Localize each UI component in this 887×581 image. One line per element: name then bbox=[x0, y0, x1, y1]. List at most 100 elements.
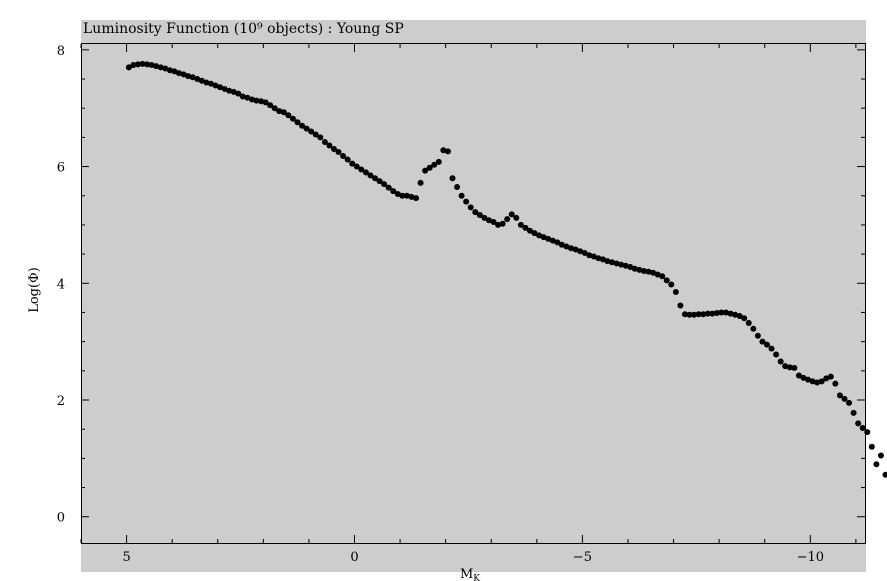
data-point bbox=[194, 76, 201, 83]
y-axis-label: Log(Φ) bbox=[27, 267, 42, 313]
data-point bbox=[773, 351, 780, 358]
data-point bbox=[157, 64, 164, 71]
data-point bbox=[704, 310, 711, 317]
data-point bbox=[258, 98, 265, 105]
data-point bbox=[618, 261, 625, 268]
data-point bbox=[417, 179, 424, 186]
data-point bbox=[768, 345, 775, 352]
data-point bbox=[814, 379, 821, 386]
data-point bbox=[718, 309, 725, 316]
data-point bbox=[162, 65, 169, 72]
data-point bbox=[176, 70, 182, 77]
data-point bbox=[449, 175, 456, 182]
data-point bbox=[882, 471, 887, 478]
data-point bbox=[782, 363, 789, 370]
data-point bbox=[262, 99, 269, 106]
data-point bbox=[745, 319, 752, 326]
data-point bbox=[299, 122, 306, 129]
data-point bbox=[244, 94, 251, 101]
data-point bbox=[289, 115, 296, 122]
y-tick-label: 0 bbox=[57, 511, 65, 526]
data-point bbox=[472, 209, 479, 216]
data-point bbox=[750, 325, 757, 332]
data-point bbox=[408, 193, 415, 200]
data-point bbox=[526, 227, 533, 234]
data-point bbox=[280, 109, 287, 116]
data-point bbox=[349, 160, 356, 167]
data-point bbox=[367, 172, 374, 179]
data-point bbox=[568, 245, 574, 252]
data-point bbox=[545, 235, 552, 242]
data-point bbox=[827, 373, 834, 380]
data-point bbox=[444, 148, 451, 155]
data-point bbox=[805, 376, 812, 383]
data-point bbox=[627, 263, 634, 270]
data-point bbox=[522, 224, 529, 231]
data-point bbox=[654, 271, 661, 278]
data-point bbox=[563, 243, 570, 250]
data-point bbox=[125, 64, 132, 71]
data-point bbox=[340, 153, 347, 160]
data-point bbox=[372, 175, 378, 182]
data-point bbox=[399, 192, 406, 199]
data-point bbox=[390, 188, 397, 195]
data-point bbox=[732, 311, 739, 318]
data-point bbox=[841, 395, 848, 402]
data-point bbox=[581, 249, 588, 256]
data-point bbox=[595, 255, 602, 262]
data-point bbox=[759, 338, 766, 345]
data-point bbox=[549, 237, 556, 244]
data-point bbox=[239, 93, 246, 100]
data-point bbox=[235, 90, 242, 97]
data-point bbox=[394, 190, 401, 197]
data-point bbox=[248, 96, 255, 103]
data-point bbox=[613, 260, 620, 267]
data-point bbox=[467, 204, 474, 211]
data-point bbox=[321, 139, 328, 146]
x-tick-label: 5 bbox=[122, 550, 130, 565]
data-point bbox=[622, 262, 629, 269]
data-point bbox=[691, 311, 698, 318]
data-point bbox=[148, 62, 155, 69]
data-point bbox=[508, 211, 515, 218]
data-point bbox=[695, 311, 702, 318]
data-point bbox=[504, 216, 511, 223]
data-point bbox=[859, 425, 866, 432]
data-point bbox=[385, 184, 392, 191]
data-point bbox=[777, 358, 784, 365]
data-point bbox=[709, 310, 716, 317]
data-point bbox=[609, 259, 616, 266]
data-point bbox=[381, 181, 388, 188]
data-point bbox=[795, 372, 802, 379]
data-point bbox=[495, 221, 502, 228]
y-tick-label: 4 bbox=[57, 277, 65, 292]
data-point bbox=[741, 315, 748, 322]
data-point bbox=[153, 63, 160, 70]
data-point bbox=[823, 375, 830, 382]
data-point bbox=[217, 84, 224, 91]
data-point bbox=[800, 374, 807, 381]
data-point bbox=[203, 79, 210, 86]
data-point bbox=[791, 364, 798, 371]
data-point bbox=[344, 156, 351, 163]
data-point bbox=[403, 192, 410, 199]
data-points bbox=[125, 60, 887, 478]
data-point bbox=[312, 131, 319, 138]
data-point bbox=[431, 161, 438, 168]
data-point bbox=[868, 443, 875, 450]
data-point bbox=[440, 147, 447, 154]
data-point bbox=[818, 378, 825, 385]
data-point bbox=[531, 230, 538, 237]
data-point bbox=[134, 61, 141, 68]
data-point bbox=[713, 310, 720, 317]
data-point bbox=[754, 332, 761, 339]
data-point bbox=[267, 102, 274, 109]
data-point bbox=[476, 212, 483, 218]
data-point bbox=[659, 273, 666, 280]
data-point bbox=[764, 341, 770, 348]
data-point bbox=[376, 178, 383, 185]
data-point bbox=[435, 158, 442, 165]
plot-frame bbox=[81, 43, 866, 544]
y-tick-label: 8 bbox=[57, 44, 65, 59]
chart-title: Luminosity Function (10⁹ objects) : Youn… bbox=[83, 21, 404, 37]
